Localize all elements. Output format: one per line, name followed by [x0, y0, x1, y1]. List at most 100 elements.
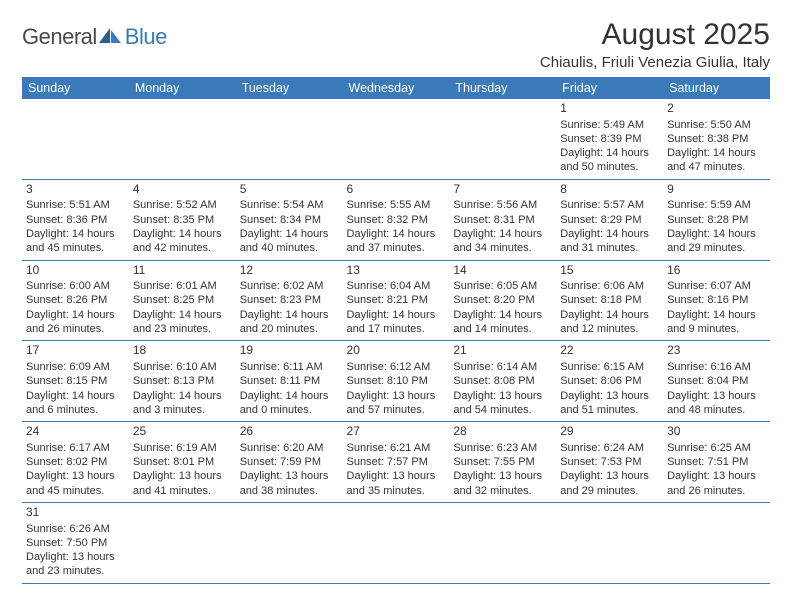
daylight-line-1: Daylight: 14 hours	[347, 308, 446, 322]
sunset-line: Sunset: 8:06 PM	[560, 374, 659, 388]
calendar-cell: 23Sunrise: 6:16 AMSunset: 8:04 PMDayligh…	[663, 341, 770, 422]
daylight-line-1: Daylight: 14 hours	[26, 389, 125, 403]
daylight-line-1: Daylight: 14 hours	[240, 308, 339, 322]
month-title: August 2025	[540, 18, 770, 52]
sunrise-line: Sunrise: 6:10 AM	[133, 360, 232, 374]
sunset-line: Sunset: 8:21 PM	[347, 293, 446, 307]
sunset-line: Sunset: 8:16 PM	[667, 293, 766, 307]
sunrise-line: Sunrise: 6:17 AM	[26, 441, 125, 455]
daylight-line-2: and 35 minutes.	[347, 484, 446, 498]
daylight-line-1: Daylight: 13 hours	[667, 389, 766, 403]
calendar-row: 24Sunrise: 6:17 AMSunset: 8:02 PMDayligh…	[22, 422, 770, 503]
sunrise-line: Sunrise: 6:02 AM	[240, 279, 339, 293]
calendar-cell: 4Sunrise: 5:52 AMSunset: 8:35 PMDaylight…	[129, 179, 236, 260]
sunrise-line: Sunrise: 6:16 AM	[667, 360, 766, 374]
day-header: Tuesday	[236, 77, 343, 99]
day-number: 31	[26, 505, 125, 521]
sunrise-line: Sunrise: 5:52 AM	[133, 198, 232, 212]
sunrise-line: Sunrise: 6:05 AM	[453, 279, 552, 293]
sunset-line: Sunset: 8:10 PM	[347, 374, 446, 388]
daylight-line-2: and 9 minutes.	[667, 322, 766, 336]
daylight-line-1: Daylight: 13 hours	[560, 389, 659, 403]
day-number: 18	[133, 343, 232, 359]
calendar-cell: 7Sunrise: 5:56 AMSunset: 8:31 PMDaylight…	[449, 179, 556, 260]
day-number: 6	[347, 182, 446, 198]
day-number: 12	[240, 263, 339, 279]
calendar-cell	[129, 99, 236, 179]
daylight-line-2: and 6 minutes.	[26, 403, 125, 417]
day-number: 10	[26, 263, 125, 279]
day-header: Thursday	[449, 77, 556, 99]
calendar-cell: 25Sunrise: 6:19 AMSunset: 8:01 PMDayligh…	[129, 422, 236, 503]
daylight-line-2: and 23 minutes.	[26, 564, 125, 578]
sunrise-line: Sunrise: 5:54 AM	[240, 198, 339, 212]
calendar-cell	[449, 99, 556, 179]
logo: General Blue	[22, 24, 167, 50]
header: General Blue August 2025 Chiaulis, Friul…	[22, 18, 770, 71]
day-number: 7	[453, 182, 552, 198]
daylight-line-2: and 29 minutes.	[560, 484, 659, 498]
day-number: 5	[240, 182, 339, 198]
calendar-cell: 17Sunrise: 6:09 AMSunset: 8:15 PMDayligh…	[22, 341, 129, 422]
sunset-line: Sunset: 8:01 PM	[133, 455, 232, 469]
daylight-line-2: and 14 minutes.	[453, 322, 552, 336]
calendar-cell	[663, 502, 770, 583]
sunrise-line: Sunrise: 5:50 AM	[667, 118, 766, 132]
daylight-line-1: Daylight: 14 hours	[560, 146, 659, 160]
sunset-line: Sunset: 8:25 PM	[133, 293, 232, 307]
calendar-row: 10Sunrise: 6:00 AMSunset: 8:26 PMDayligh…	[22, 260, 770, 341]
calendar-cell: 28Sunrise: 6:23 AMSunset: 7:55 PMDayligh…	[449, 422, 556, 503]
day-number: 2	[667, 101, 766, 117]
sunset-line: Sunset: 8:08 PM	[453, 374, 552, 388]
daylight-line-1: Daylight: 13 hours	[240, 469, 339, 483]
calendar-row: 17Sunrise: 6:09 AMSunset: 8:15 PMDayligh…	[22, 341, 770, 422]
day-number: 19	[240, 343, 339, 359]
daylight-line-1: Daylight: 14 hours	[133, 308, 232, 322]
day-number: 8	[560, 182, 659, 198]
sunrise-line: Sunrise: 6:23 AM	[453, 441, 552, 455]
daylight-line-1: Daylight: 13 hours	[26, 550, 125, 564]
daylight-line-2: and 51 minutes.	[560, 403, 659, 417]
daylight-line-1: Daylight: 14 hours	[133, 227, 232, 241]
daylight-line-2: and 34 minutes.	[453, 241, 552, 255]
calendar-cell: 6Sunrise: 5:55 AMSunset: 8:32 PMDaylight…	[343, 179, 450, 260]
calendar-cell: 24Sunrise: 6:17 AMSunset: 8:02 PMDayligh…	[22, 422, 129, 503]
logo-text-blue: Blue	[125, 24, 167, 50]
daylight-line-1: Daylight: 14 hours	[667, 146, 766, 160]
day-header: Sunday	[22, 77, 129, 99]
calendar-cell	[129, 502, 236, 583]
day-number: 23	[667, 343, 766, 359]
sunrise-line: Sunrise: 5:56 AM	[453, 198, 552, 212]
daylight-line-1: Daylight: 14 hours	[240, 227, 339, 241]
daylight-line-2: and 54 minutes.	[453, 403, 552, 417]
calendar-cell: 18Sunrise: 6:10 AMSunset: 8:13 PMDayligh…	[129, 341, 236, 422]
sunset-line: Sunset: 8:23 PM	[240, 293, 339, 307]
calendar-cell	[343, 99, 450, 179]
calendar-table: SundayMondayTuesdayWednesdayThursdayFrid…	[22, 77, 770, 584]
daylight-line-1: Daylight: 13 hours	[453, 469, 552, 483]
daylight-line-2: and 41 minutes.	[133, 484, 232, 498]
daylight-line-2: and 26 minutes.	[667, 484, 766, 498]
day-number: 25	[133, 424, 232, 440]
calendar-cell	[449, 502, 556, 583]
calendar-cell: 26Sunrise: 6:20 AMSunset: 7:59 PMDayligh…	[236, 422, 343, 503]
daylight-line-1: Daylight: 14 hours	[453, 308, 552, 322]
day-number: 4	[133, 182, 232, 198]
daylight-line-2: and 23 minutes.	[133, 322, 232, 336]
sunrise-line: Sunrise: 6:01 AM	[133, 279, 232, 293]
sunrise-line: Sunrise: 6:15 AM	[560, 360, 659, 374]
sunrise-line: Sunrise: 5:55 AM	[347, 198, 446, 212]
daylight-line-1: Daylight: 13 hours	[347, 389, 446, 403]
logo-sail-icon	[97, 26, 123, 46]
day-number: 28	[453, 424, 552, 440]
sunrise-line: Sunrise: 6:07 AM	[667, 279, 766, 293]
day-header: Wednesday	[343, 77, 450, 99]
daylight-line-1: Daylight: 14 hours	[26, 227, 125, 241]
daylight-line-2: and 0 minutes.	[240, 403, 339, 417]
day-number: 30	[667, 424, 766, 440]
sunset-line: Sunset: 8:26 PM	[26, 293, 125, 307]
day-number: 26	[240, 424, 339, 440]
sunrise-line: Sunrise: 6:25 AM	[667, 441, 766, 455]
calendar-cell: 11Sunrise: 6:01 AMSunset: 8:25 PMDayligh…	[129, 260, 236, 341]
sunrise-line: Sunrise: 6:26 AM	[26, 522, 125, 536]
